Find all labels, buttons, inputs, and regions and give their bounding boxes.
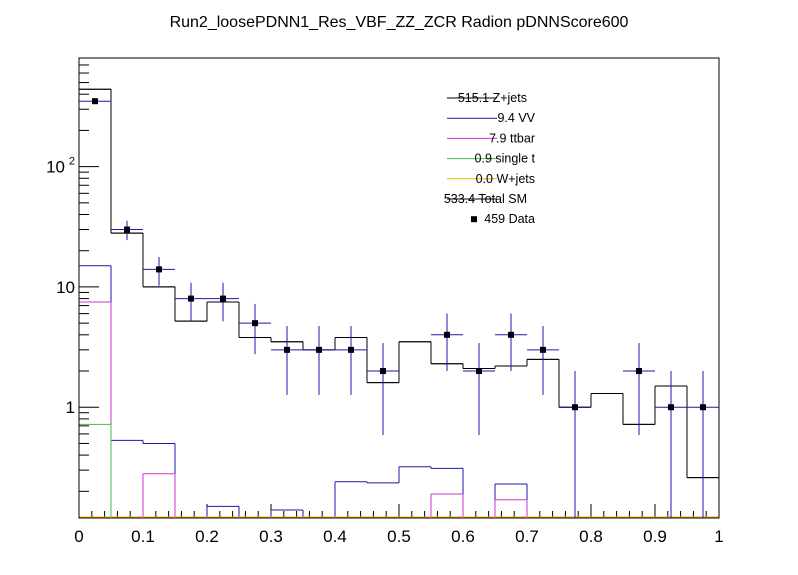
data-point bbox=[316, 346, 322, 353]
y-tick-exponent: 2 bbox=[69, 156, 75, 168]
chart-title: Run2_loosePDNN1_Res_VBF_ZZ_ZCR Radion pD… bbox=[170, 14, 629, 31]
data-point bbox=[508, 331, 514, 338]
data-point bbox=[700, 404, 706, 411]
x-tick-label: 0.3 bbox=[259, 527, 283, 546]
data-point bbox=[380, 368, 386, 375]
legend-value: 0.9 bbox=[475, 152, 492, 166]
x-tick-label: 0.4 bbox=[323, 527, 347, 546]
legend-entry: 533.4 Total SM bbox=[444, 192, 527, 206]
x-tick-label: 0.5 bbox=[387, 527, 411, 546]
legend-value: 9.4 bbox=[497, 111, 514, 125]
series-single-t bbox=[78, 423, 112, 518]
legend-label: ttbar bbox=[507, 131, 536, 145]
legend-entry: 515.1 Z+jets bbox=[458, 91, 527, 105]
data-point bbox=[636, 368, 642, 375]
data-point bbox=[540, 346, 546, 353]
x-tick-label: 0.6 bbox=[451, 527, 475, 546]
data-point bbox=[92, 98, 98, 105]
legend-value: 459 bbox=[484, 212, 505, 226]
data-point bbox=[444, 331, 450, 338]
data-point bbox=[220, 295, 226, 302]
data-point bbox=[668, 404, 674, 411]
y-tick-label: 10 bbox=[46, 158, 65, 177]
y-tick-label: 1 bbox=[66, 398, 75, 417]
legend-label: Total SM bbox=[475, 192, 527, 206]
legend-label: Data bbox=[505, 212, 535, 226]
y-tick-label: 10 bbox=[56, 278, 75, 297]
series-ttbar bbox=[78, 301, 528, 518]
x-tick-label: 0.8 bbox=[579, 527, 603, 546]
x-tick-label: 1 bbox=[714, 527, 723, 546]
data-point bbox=[348, 346, 354, 353]
data-point bbox=[476, 368, 482, 375]
x-tick-label: 0 bbox=[74, 527, 83, 546]
legend-value: 533.4 bbox=[444, 192, 475, 206]
data-point bbox=[252, 320, 258, 327]
legend-label: Z+jets bbox=[489, 91, 527, 105]
legend-entry: 7.9 ttbar bbox=[489, 131, 535, 145]
legend-value: 515.1 bbox=[458, 91, 489, 105]
plot-area: 0 0.1 0.2 0.3 0.4 0.5 0.6 0.7 0.8 0.9 1 1 10 10 2 515.1… bbox=[46, 57, 724, 546]
legend-label: W+jets bbox=[493, 172, 535, 186]
x-tick-label: 0.1 bbox=[131, 527, 155, 546]
data-point bbox=[188, 295, 194, 302]
x-tick-label: 0.2 bbox=[195, 527, 219, 546]
legend-entry: 9.4 VV bbox=[497, 111, 535, 125]
data-point bbox=[156, 266, 162, 273]
legend-marker-data bbox=[471, 216, 477, 223]
x-tick-label: 0.9 bbox=[643, 527, 667, 546]
data-point bbox=[572, 404, 578, 411]
legend-entry: 0.0 W+jets bbox=[476, 172, 535, 186]
legend-value: 7.9 bbox=[489, 131, 506, 145]
legend-entry: 0.9 single t bbox=[475, 152, 536, 166]
legend-label: VV bbox=[515, 111, 536, 125]
series-vv bbox=[78, 265, 528, 518]
legend-label: single t bbox=[492, 152, 536, 166]
data-point bbox=[124, 226, 130, 233]
legend-entry: 459 Data bbox=[484, 212, 535, 226]
x-tick-label: 0.7 bbox=[515, 527, 539, 546]
data-point bbox=[284, 346, 290, 353]
legend-value: 0.0 bbox=[476, 172, 493, 186]
